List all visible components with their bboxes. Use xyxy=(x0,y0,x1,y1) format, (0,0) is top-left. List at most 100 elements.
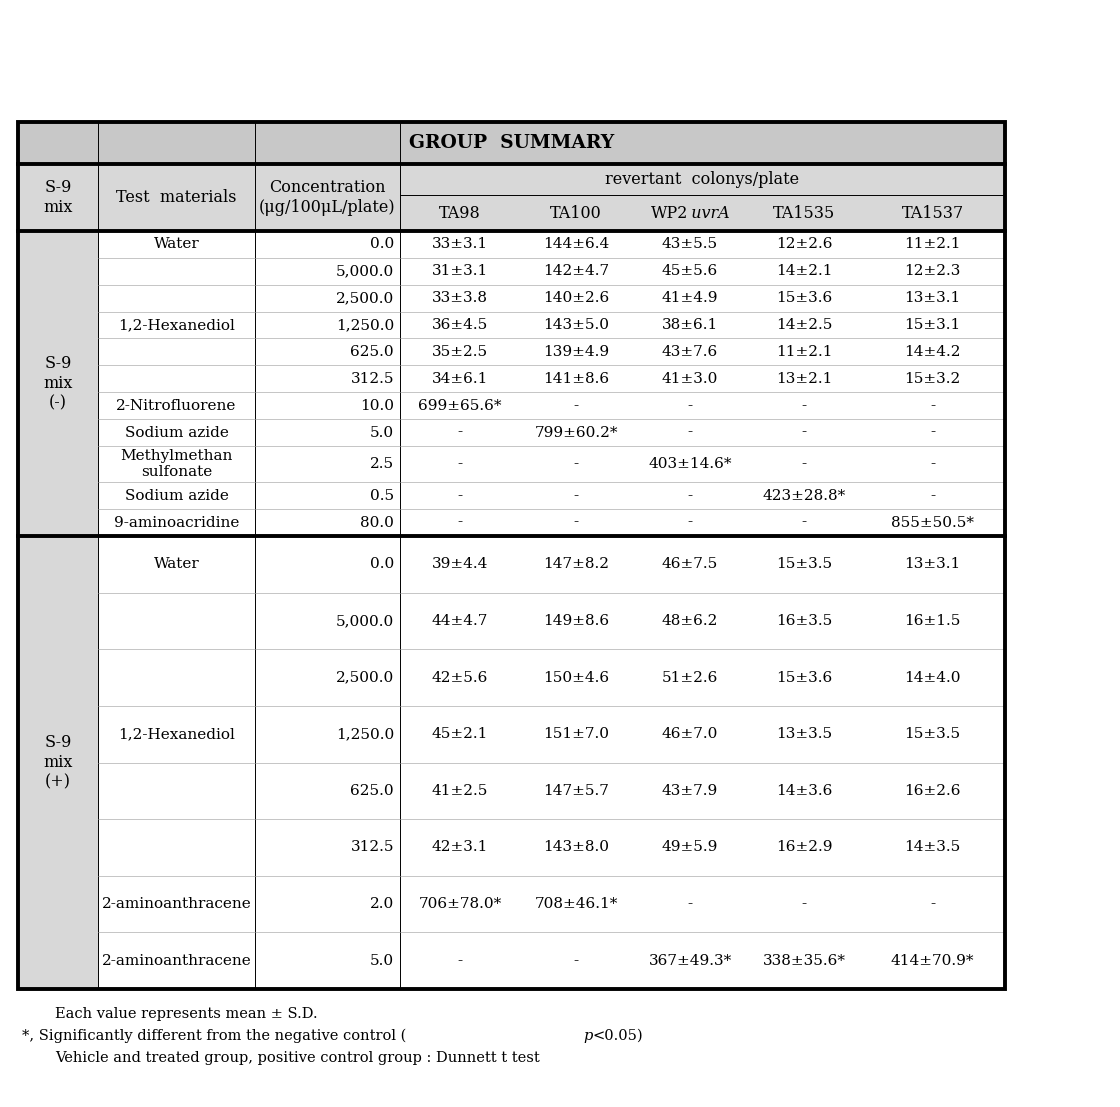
Text: 12±2.6: 12±2.6 xyxy=(776,237,832,251)
Text: TA1537: TA1537 xyxy=(902,205,963,221)
Text: 2-Nitrofluorene: 2-Nitrofluorene xyxy=(116,399,236,413)
Text: 46±7.5: 46±7.5 xyxy=(662,557,718,571)
Text: 149±8.6: 149±8.6 xyxy=(543,614,609,628)
Text: 0.5: 0.5 xyxy=(370,488,394,503)
Text: 143±5.0: 143±5.0 xyxy=(543,318,609,332)
Text: 2.5: 2.5 xyxy=(370,457,394,472)
Text: -: - xyxy=(802,425,806,439)
Text: 13±3.5: 13±3.5 xyxy=(776,727,832,742)
Text: WP2: WP2 xyxy=(651,205,688,221)
Text: 625.0: 625.0 xyxy=(351,784,394,798)
Text: 147±5.7: 147±5.7 xyxy=(543,784,609,798)
Text: 48±6.2: 48±6.2 xyxy=(662,614,718,628)
Text: -: - xyxy=(688,516,692,529)
Bar xyxy=(18,164,1005,231)
Text: -: - xyxy=(688,399,692,413)
Text: 9-aminoacridine: 9-aminoacridine xyxy=(114,516,240,529)
Text: -: - xyxy=(573,457,579,472)
Text: 13±3.1: 13±3.1 xyxy=(904,291,961,306)
Text: 312.5: 312.5 xyxy=(351,840,394,855)
Text: S-9
mix
(+): S-9 mix (+) xyxy=(44,734,73,790)
Text: 15±3.6: 15±3.6 xyxy=(776,291,832,306)
Text: 312.5: 312.5 xyxy=(351,372,394,386)
Text: S-9
mix: S-9 mix xyxy=(44,179,73,216)
Text: 2,500.0: 2,500.0 xyxy=(336,291,394,306)
Text: -: - xyxy=(930,897,935,911)
Text: 43±5.5: 43±5.5 xyxy=(662,237,718,251)
Text: 15±3.5: 15±3.5 xyxy=(905,727,961,742)
Text: 33±3.8: 33±3.8 xyxy=(432,291,488,306)
Text: 42±5.6: 42±5.6 xyxy=(432,671,488,684)
Text: -: - xyxy=(457,954,463,968)
Text: 1,2-Hexanediol: 1,2-Hexanediol xyxy=(118,727,235,742)
Text: -: - xyxy=(573,516,579,529)
Text: 0.0: 0.0 xyxy=(370,237,394,251)
Text: 15±3.6: 15±3.6 xyxy=(776,671,832,684)
Text: 45±2.1: 45±2.1 xyxy=(432,727,488,742)
Text: 14±3.6: 14±3.6 xyxy=(776,784,832,798)
Text: -: - xyxy=(688,897,692,911)
Text: 140±2.6: 140±2.6 xyxy=(543,291,609,306)
Text: 142±4.7: 142±4.7 xyxy=(543,265,609,278)
Text: -: - xyxy=(688,425,692,439)
Text: -: - xyxy=(802,399,806,413)
Text: 46±7.0: 46±7.0 xyxy=(662,727,718,742)
Text: 11±2.1: 11±2.1 xyxy=(776,345,832,359)
Text: 708±46.1*: 708±46.1* xyxy=(534,897,618,911)
Text: p: p xyxy=(584,1030,592,1043)
Text: 15±3.2: 15±3.2 xyxy=(904,372,961,386)
Text: -: - xyxy=(930,425,935,439)
Text: 699±65.6*: 699±65.6* xyxy=(418,399,502,413)
Text: -: - xyxy=(930,457,935,472)
Text: Each value represents mean ± S.D.: Each value represents mean ± S.D. xyxy=(55,1007,318,1021)
Text: 5.0: 5.0 xyxy=(370,954,394,968)
Text: 31±3.1: 31±3.1 xyxy=(432,265,488,278)
Text: 15±3.1: 15±3.1 xyxy=(904,318,961,332)
Text: -: - xyxy=(930,488,935,503)
Bar xyxy=(18,122,1005,164)
Text: 80.0: 80.0 xyxy=(361,516,394,529)
Text: 14±2.5: 14±2.5 xyxy=(776,318,832,332)
Text: <0.05): <0.05) xyxy=(592,1030,643,1043)
Text: Sodium azide: Sodium azide xyxy=(124,425,228,439)
Text: 2,500.0: 2,500.0 xyxy=(336,671,394,684)
Text: 150±4.6: 150±4.6 xyxy=(543,671,609,684)
Text: 43±7.6: 43±7.6 xyxy=(662,345,718,359)
Text: 2.0: 2.0 xyxy=(370,897,394,911)
Text: 14±3.5: 14±3.5 xyxy=(904,840,961,855)
Text: -: - xyxy=(457,516,463,529)
Text: Test  materials: Test materials xyxy=(116,189,236,206)
Text: 1,250.0: 1,250.0 xyxy=(336,318,394,332)
Bar xyxy=(18,536,99,989)
Text: 625.0: 625.0 xyxy=(351,345,394,359)
Text: 45±5.6: 45±5.6 xyxy=(662,265,718,278)
Text: 855±50.5*: 855±50.5* xyxy=(892,516,974,529)
Text: 33±3.1: 33±3.1 xyxy=(432,237,488,251)
Text: 12±2.3: 12±2.3 xyxy=(904,265,961,278)
Text: Concentration
(μg/100μL/plate): Concentration (μg/100μL/plate) xyxy=(259,179,395,216)
Text: 0.0: 0.0 xyxy=(370,557,394,571)
Text: 51±2.6: 51±2.6 xyxy=(662,671,718,684)
Text: 338±35.6*: 338±35.6* xyxy=(763,954,846,968)
Text: -: - xyxy=(457,425,463,439)
Text: 706±78.0*: 706±78.0* xyxy=(419,897,502,911)
Text: Water: Water xyxy=(153,557,199,571)
Text: 49±5.9: 49±5.9 xyxy=(662,840,718,855)
Text: 2-aminoanthracene: 2-aminoanthracene xyxy=(102,954,251,968)
Text: 44±4.7: 44±4.7 xyxy=(432,614,488,628)
Text: 15±3.5: 15±3.5 xyxy=(776,557,832,571)
Text: 14±2.1: 14±2.1 xyxy=(776,265,832,278)
Bar xyxy=(18,122,1005,989)
Text: 43±7.9: 43±7.9 xyxy=(662,784,718,798)
Text: -: - xyxy=(930,399,935,413)
Text: S-9
mix
(-): S-9 mix (-) xyxy=(44,355,73,412)
Text: 42±3.1: 42±3.1 xyxy=(432,840,488,855)
Text: 36±4.5: 36±4.5 xyxy=(432,318,488,332)
Text: 13±2.1: 13±2.1 xyxy=(776,372,832,386)
Text: Vehicle and treated group, positive control group : Dunnett t test: Vehicle and treated group, positive cont… xyxy=(55,1051,540,1065)
Text: 5.0: 5.0 xyxy=(370,425,394,439)
Text: TA1535: TA1535 xyxy=(773,205,836,221)
Text: 16±3.5: 16±3.5 xyxy=(776,614,832,628)
Text: 139±4.9: 139±4.9 xyxy=(543,345,609,359)
Text: 34±6.1: 34±6.1 xyxy=(432,372,488,386)
